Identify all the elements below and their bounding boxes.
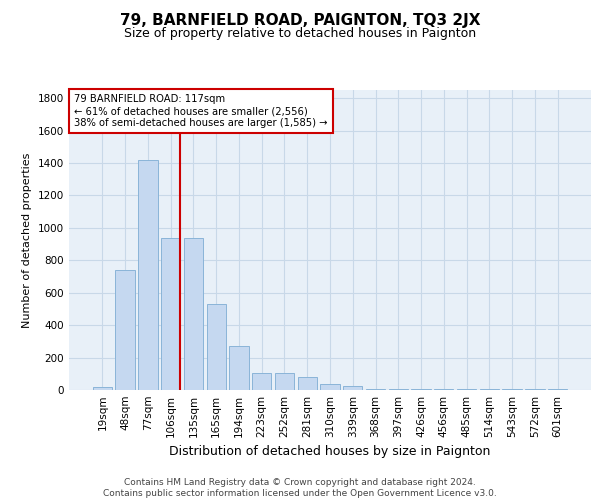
- Bar: [320, 384, 340, 390]
- Bar: [184, 238, 203, 390]
- Text: Size of property relative to detached houses in Paignton: Size of property relative to detached ho…: [124, 28, 476, 40]
- Bar: [229, 346, 248, 390]
- Bar: [252, 373, 271, 390]
- Bar: [366, 388, 385, 390]
- Text: 79 BARNFIELD ROAD: 117sqm
← 61% of detached houses are smaller (2,556)
38% of se: 79 BARNFIELD ROAD: 117sqm ← 61% of detac…: [74, 94, 328, 128]
- Bar: [138, 160, 158, 390]
- X-axis label: Distribution of detached houses by size in Paignton: Distribution of detached houses by size …: [169, 446, 491, 458]
- Y-axis label: Number of detached properties: Number of detached properties: [22, 152, 32, 328]
- Bar: [457, 388, 476, 390]
- Bar: [412, 388, 431, 390]
- Bar: [525, 388, 545, 390]
- Bar: [161, 238, 181, 390]
- Bar: [434, 388, 454, 390]
- Bar: [343, 386, 362, 390]
- Bar: [93, 387, 112, 390]
- Bar: [502, 388, 522, 390]
- Bar: [298, 377, 317, 390]
- Text: Contains HM Land Registry data © Crown copyright and database right 2024.
Contai: Contains HM Land Registry data © Crown c…: [103, 478, 497, 498]
- Bar: [206, 304, 226, 390]
- Bar: [115, 270, 135, 390]
- Bar: [479, 388, 499, 390]
- Bar: [275, 373, 294, 390]
- Bar: [548, 388, 567, 390]
- Bar: [389, 388, 408, 390]
- Text: 79, BARNFIELD ROAD, PAIGNTON, TQ3 2JX: 79, BARNFIELD ROAD, PAIGNTON, TQ3 2JX: [120, 12, 480, 28]
